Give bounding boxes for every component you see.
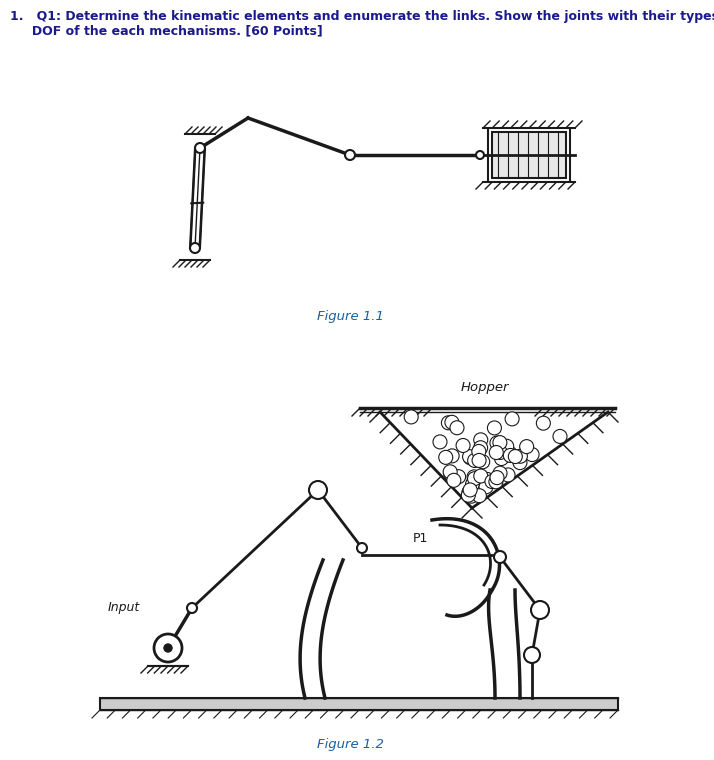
Circle shape xyxy=(433,435,447,449)
Circle shape xyxy=(485,474,499,489)
Circle shape xyxy=(473,489,486,502)
Text: Hopper: Hopper xyxy=(461,381,509,394)
Circle shape xyxy=(443,467,458,481)
Circle shape xyxy=(513,455,527,470)
Circle shape xyxy=(493,445,508,459)
Circle shape xyxy=(488,421,501,435)
Circle shape xyxy=(451,470,466,483)
Circle shape xyxy=(466,477,480,491)
Circle shape xyxy=(493,435,507,450)
Text: Input: Input xyxy=(108,601,140,615)
Circle shape xyxy=(553,429,567,443)
Circle shape xyxy=(404,410,418,424)
Circle shape xyxy=(474,469,488,483)
Circle shape xyxy=(479,480,493,494)
Circle shape xyxy=(489,475,503,489)
Circle shape xyxy=(447,473,461,487)
Circle shape xyxy=(473,433,488,447)
Circle shape xyxy=(463,450,476,464)
Circle shape xyxy=(445,449,459,463)
Bar xyxy=(100,698,618,710)
Circle shape xyxy=(472,445,486,458)
Text: Figure 1.2: Figure 1.2 xyxy=(316,738,383,751)
Circle shape xyxy=(503,448,518,463)
Circle shape xyxy=(494,551,506,563)
Circle shape xyxy=(438,451,453,464)
Circle shape xyxy=(463,486,477,500)
Circle shape xyxy=(463,451,478,465)
Circle shape xyxy=(164,644,172,652)
Circle shape xyxy=(445,415,459,429)
Circle shape xyxy=(154,634,182,662)
Circle shape xyxy=(500,439,513,453)
Circle shape xyxy=(345,150,355,160)
Circle shape xyxy=(505,412,519,426)
Circle shape xyxy=(525,448,539,461)
Circle shape xyxy=(536,416,550,430)
Circle shape xyxy=(495,451,508,466)
Text: DOF of the each mechanisms. [60 Points]: DOF of the each mechanisms. [60 Points] xyxy=(10,24,323,37)
Circle shape xyxy=(508,449,523,464)
Circle shape xyxy=(473,441,488,454)
Circle shape xyxy=(461,488,476,502)
Circle shape xyxy=(456,439,470,452)
Circle shape xyxy=(468,454,482,467)
Circle shape xyxy=(476,151,484,159)
Circle shape xyxy=(450,421,464,435)
Circle shape xyxy=(503,446,517,461)
Circle shape xyxy=(490,470,504,485)
Circle shape xyxy=(520,439,533,454)
Circle shape xyxy=(187,603,197,613)
Circle shape xyxy=(195,143,205,153)
Circle shape xyxy=(441,416,456,430)
Text: 1.   Q1: Determine the kinematic elements and enumerate the links. Show the join: 1. Q1: Determine the kinematic elements … xyxy=(10,10,714,23)
Circle shape xyxy=(493,466,507,480)
Circle shape xyxy=(489,445,503,460)
Text: P1: P1 xyxy=(412,531,428,544)
Circle shape xyxy=(476,454,490,469)
Text: Figure 1.1: Figure 1.1 xyxy=(316,310,383,323)
Bar xyxy=(492,132,566,178)
Circle shape xyxy=(190,243,200,253)
Circle shape xyxy=(513,449,528,464)
Circle shape xyxy=(467,470,481,484)
Circle shape xyxy=(490,436,504,450)
Circle shape xyxy=(501,468,515,482)
Circle shape xyxy=(462,486,476,499)
Circle shape xyxy=(463,483,477,497)
Circle shape xyxy=(443,465,457,479)
Circle shape xyxy=(464,489,478,503)
Circle shape xyxy=(531,601,549,619)
Circle shape xyxy=(357,543,367,553)
Circle shape xyxy=(481,473,494,486)
Circle shape xyxy=(309,481,327,499)
Circle shape xyxy=(468,472,481,486)
Circle shape xyxy=(524,647,540,663)
Circle shape xyxy=(472,454,486,467)
